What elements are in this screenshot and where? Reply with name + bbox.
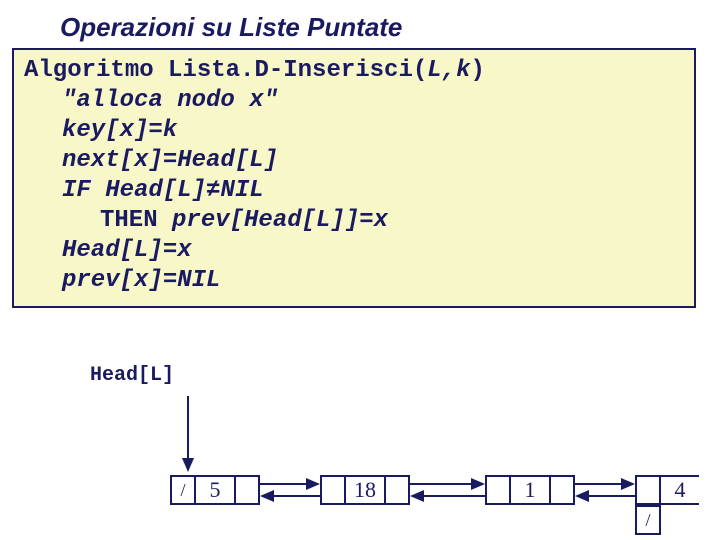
next-cell [234,475,260,505]
key-cell: 18 [346,475,384,505]
slide-title: Operazioni su Liste Puntate [60,12,402,43]
prev-cell: / [170,475,196,505]
code-line-2: "alloca nodo x" [24,86,684,116]
code-line-4: next[x]=Head[L] [24,146,684,176]
prev-cell [635,475,661,505]
code-line-5: IF Head[L]≠NIL [24,176,684,206]
list-node: 4/ [635,475,700,535]
list-node: 1 [485,475,575,505]
code-line-6: THEN prev[Head[L]]=x [24,206,684,236]
code-line-1: Algoritmo Lista.D-Inserisci(L,k) [24,56,684,86]
key-cell: 1 [511,475,549,505]
prev-cell [485,475,511,505]
key-cell: 4 [661,475,699,505]
code-line-7: Head[L]=x [24,236,684,266]
linked-list-diagram: Head[L] /5 18 1 4/ [60,360,700,520]
next-cell [549,475,575,505]
code-line-3: key[x]=k [24,116,684,146]
list-node: 18 [320,475,410,505]
prev-cell [320,475,346,505]
list-node: /5 [170,475,260,505]
algorithm-box: Algoritmo Lista.D-Inserisci(L,k) "alloca… [12,48,696,308]
code-line-8: prev[x]=NIL [24,266,684,296]
next-cell [384,475,410,505]
key-cell: 5 [196,475,234,505]
next-cell: / [635,505,661,535]
